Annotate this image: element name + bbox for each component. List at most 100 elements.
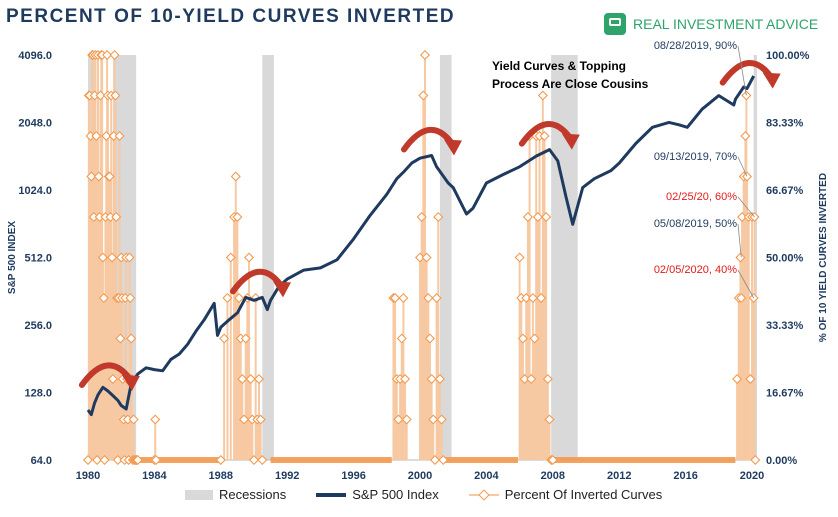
- inverted-point: [82, 454, 94, 466]
- x-tick-label: 2008: [541, 470, 565, 482]
- y-left-tick-label: 1024.0: [18, 185, 52, 197]
- inverted-point: [547, 454, 558, 466]
- inverted-point: [115, 333, 126, 344]
- inverted-point: [418, 90, 429, 101]
- y-left-axis-label: S&P 500 INDEX: [7, 221, 18, 295]
- inverted-point: [245, 373, 256, 385]
- annotation-leader-line: [737, 156, 748, 177]
- topping-arrow-head: [443, 139, 462, 156]
- inverted-point: [101, 130, 112, 142]
- inverted-point: [98, 292, 109, 304]
- topping-arrow-head: [272, 281, 291, 298]
- legend-inverted: Percent Of Inverted Curves: [468, 487, 662, 502]
- inverted-point: [99, 454, 110, 466]
- inverted-point: [542, 373, 553, 385]
- annotation-headline: Yield Curves & Topping: [492, 59, 626, 73]
- inverted-point: [234, 292, 245, 304]
- inverted-point: [150, 414, 161, 425]
- inverted-point: [736, 292, 747, 304]
- x-tick-label: 2012: [607, 470, 631, 482]
- annotation-leader-line: [737, 45, 747, 96]
- inverted-point: [95, 90, 106, 101]
- legend-sp500: S&P 500 Index: [316, 487, 439, 502]
- x-tick-label: 2000: [408, 470, 432, 482]
- inverted-point: [536, 292, 547, 304]
- inverted-point: [433, 211, 444, 223]
- x-tick-label: 2020: [740, 470, 764, 482]
- inverted-point: [527, 292, 538, 304]
- inverted-point: [732, 373, 743, 385]
- y-left-tick-label: 128.0: [24, 388, 52, 400]
- inverted-point: [240, 333, 251, 344]
- inverted-point: [401, 414, 412, 425]
- inverted-point: [529, 333, 540, 344]
- inverted-point: [104, 171, 115, 182]
- inverted-point: [107, 252, 118, 263]
- y-left-tick-label: 256.0: [24, 320, 52, 332]
- topping-arrow-head: [561, 133, 580, 150]
- inverted-point: [122, 414, 133, 425]
- inverted-point: [514, 252, 525, 263]
- legend-recessions: Recessions: [185, 487, 286, 502]
- y-right-tick-label: 16.67%: [766, 387, 804, 399]
- inverted-point: [239, 414, 250, 425]
- inverted-point: [737, 211, 748, 223]
- topping-arrow-icon: [518, 121, 580, 150]
- x-tick-label: 2016: [673, 470, 697, 482]
- inverted-point: [92, 454, 103, 466]
- inverted-point: [436, 414, 447, 425]
- y-right-tick-label: 66.67%: [766, 185, 804, 197]
- topping-arrow-head: [121, 374, 140, 391]
- inverted-point: [112, 454, 123, 466]
- inverted-point: [237, 373, 248, 385]
- inverted-series: [82, 49, 761, 466]
- inverted-point: [519, 373, 530, 385]
- x-tick-label: 1984: [142, 470, 167, 482]
- inverted-point: [230, 171, 241, 182]
- inverted-point: [544, 414, 555, 425]
- annotation-leader-line: [737, 196, 755, 218]
- topping-arrow-head: [762, 72, 781, 89]
- inverted-point: [93, 171, 104, 182]
- topping-arrow-icon: [719, 60, 781, 89]
- inverted-point: [539, 130, 550, 142]
- inverted-point: [114, 130, 125, 142]
- inverted-point: [735, 252, 746, 263]
- topping-arrow-icon: [78, 362, 140, 391]
- annotation-headline: Process Are Close Cousins: [492, 77, 649, 91]
- inverted-point: [219, 333, 230, 344]
- annotation-label: 09/13/2019, 70%: [654, 151, 737, 163]
- recession-band: [262, 55, 274, 460]
- inverted-zero-band: [554, 457, 736, 463]
- inverted-point: [255, 414, 266, 425]
- y-right-axis-label: % OF 10 YIELD CURVES INVERTED: [818, 173, 829, 342]
- legend-sp500-swatch: [316, 492, 347, 497]
- topping-arrow-curve: [719, 60, 774, 86]
- annotation-leader-line: [737, 269, 755, 299]
- inverted-point: [438, 454, 449, 466]
- inverted-point: [107, 373, 118, 385]
- x-tick-label: 2004: [474, 470, 499, 482]
- y-right-tick-label: 0.00%: [766, 455, 797, 467]
- y-right-tick-label: 83.33%: [766, 118, 804, 130]
- topping-arrow-icon: [229, 268, 291, 298]
- inverted-point: [526, 373, 537, 385]
- brand-name: REAL INVESTMENT ADVICE: [633, 16, 819, 32]
- inverted-point: [109, 49, 120, 61]
- inverted-point: [94, 211, 105, 223]
- inverted-point: [253, 373, 265, 385]
- y-left-tick-label: 64.0: [31, 455, 52, 467]
- inverted-point: [398, 292, 409, 304]
- inverted-point: [421, 252, 432, 263]
- x-tick-label: 1988: [209, 470, 233, 482]
- inverted-point: [537, 90, 548, 101]
- inverted-point: [532, 211, 543, 223]
- inverted-point: [111, 211, 122, 223]
- y-left-tick-label: 512.0: [24, 253, 52, 265]
- inverted-point: [517, 333, 528, 344]
- inverted-point: [126, 333, 137, 344]
- inverted-point: [232, 211, 243, 223]
- topping-arrow-curve: [518, 121, 573, 147]
- inverted-point: [390, 292, 401, 304]
- x-tick-label: 1980: [76, 470, 100, 482]
